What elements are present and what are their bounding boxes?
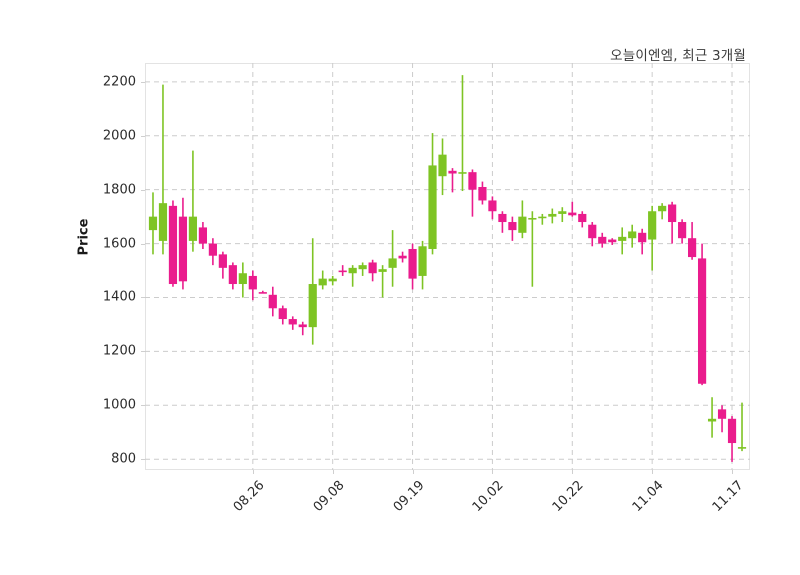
candlestick bbox=[308, 238, 317, 345]
candlestick bbox=[727, 416, 737, 462]
candlestick bbox=[508, 216, 517, 241]
candlestick bbox=[468, 169, 477, 217]
plot-background bbox=[145, 63, 750, 470]
x-tick-label: 09.19 bbox=[390, 478, 428, 515]
candlestick bbox=[298, 321, 307, 336]
y-tickmark bbox=[141, 135, 145, 137]
candlestick bbox=[218, 251, 227, 279]
x-tickmark bbox=[252, 470, 254, 474]
grid-lines bbox=[145, 63, 750, 470]
y-tickmark bbox=[141, 351, 145, 353]
y-tickmark bbox=[141, 81, 145, 83]
x-tick-label: 08.26 bbox=[230, 478, 268, 515]
candlestick bbox=[638, 228, 647, 255]
candlestick bbox=[428, 133, 437, 255]
x-tick-label: 10.22 bbox=[549, 478, 587, 515]
candlestick bbox=[318, 270, 327, 290]
y-tick-label: 1200 bbox=[102, 343, 136, 359]
candlestick bbox=[248, 270, 257, 301]
y-tickmark bbox=[141, 243, 145, 245]
candlestick bbox=[697, 243, 707, 386]
candlestick bbox=[688, 222, 697, 260]
candlestick bbox=[458, 75, 467, 192]
candlestick bbox=[348, 265, 357, 287]
candlestick bbox=[338, 265, 347, 276]
candlestick bbox=[208, 238, 217, 266]
y-tickmark bbox=[141, 405, 145, 407]
candlestick bbox=[717, 405, 727, 433]
candlestick bbox=[168, 200, 178, 287]
y-tick-label: 800 bbox=[111, 451, 136, 467]
candlestick-series bbox=[148, 75, 747, 462]
candlestick bbox=[258, 290, 267, 294]
candlestick bbox=[488, 196, 497, 220]
candlestick bbox=[188, 150, 198, 252]
candlestick bbox=[478, 181, 487, 205]
candlestick bbox=[198, 222, 207, 249]
y-tick-label: 1400 bbox=[102, 289, 136, 305]
x-tickmark bbox=[332, 470, 334, 474]
candlestick bbox=[398, 251, 407, 263]
candlestick bbox=[178, 197, 188, 290]
candlestick bbox=[158, 84, 168, 255]
candlestick bbox=[628, 224, 637, 248]
y-tickmark bbox=[141, 189, 145, 191]
candlestick bbox=[448, 168, 457, 193]
candlestick bbox=[568, 201, 577, 217]
candlestick bbox=[588, 222, 597, 247]
candlestick bbox=[707, 397, 717, 438]
candlestick bbox=[538, 213, 547, 225]
candlestick bbox=[408, 243, 417, 290]
candlestick bbox=[518, 200, 527, 239]
candlestick bbox=[288, 316, 297, 330]
candlestick bbox=[548, 208, 557, 224]
y-tick-label: 1600 bbox=[102, 236, 136, 252]
x-tick-label: 09.08 bbox=[310, 478, 348, 515]
x-tick-label: 10.02 bbox=[470, 478, 508, 515]
chart-title: 오늘이엔엠, 최근 3개월 bbox=[610, 48, 746, 64]
x-tick-label: 11.04 bbox=[629, 478, 667, 515]
y-tick-label: 1000 bbox=[102, 397, 136, 413]
candlestick bbox=[278, 305, 287, 325]
candlestick bbox=[648, 205, 657, 271]
y-tick-label: 2200 bbox=[102, 74, 136, 90]
candlestick bbox=[498, 211, 507, 233]
candlestick bbox=[438, 138, 447, 196]
x-tickmark bbox=[572, 470, 574, 474]
plot-area bbox=[145, 63, 750, 470]
candlestick bbox=[668, 201, 677, 244]
candlestick bbox=[528, 211, 537, 287]
x-tickmark bbox=[492, 470, 494, 474]
candlestick bbox=[378, 265, 387, 298]
candlestick bbox=[228, 262, 237, 290]
candlestick bbox=[328, 275, 337, 286]
y-tick-label: 1800 bbox=[102, 182, 136, 198]
candlestick bbox=[388, 230, 397, 287]
candlestick bbox=[678, 219, 687, 244]
candlestick bbox=[658, 203, 667, 220]
candlestick bbox=[558, 207, 567, 223]
candlestick bbox=[737, 402, 747, 452]
candlestick bbox=[618, 227, 627, 255]
candlestick bbox=[608, 238, 617, 245]
y-tickmark bbox=[141, 297, 145, 299]
candlestick bbox=[418, 240, 427, 290]
y-tick-label: 2000 bbox=[102, 128, 136, 144]
x-tick-label: 11.17 bbox=[709, 478, 747, 515]
candlestick bbox=[598, 232, 607, 248]
candlestick bbox=[358, 262, 367, 276]
x-tickmark bbox=[732, 470, 734, 474]
candlestick bbox=[368, 259, 377, 282]
candlestick bbox=[268, 286, 277, 317]
candlestick bbox=[238, 262, 247, 298]
candlestick bbox=[578, 211, 587, 228]
candlestick bbox=[148, 192, 158, 255]
x-tickmark bbox=[412, 470, 414, 474]
x-tickmark bbox=[652, 470, 654, 474]
y-tickmark bbox=[141, 459, 145, 461]
